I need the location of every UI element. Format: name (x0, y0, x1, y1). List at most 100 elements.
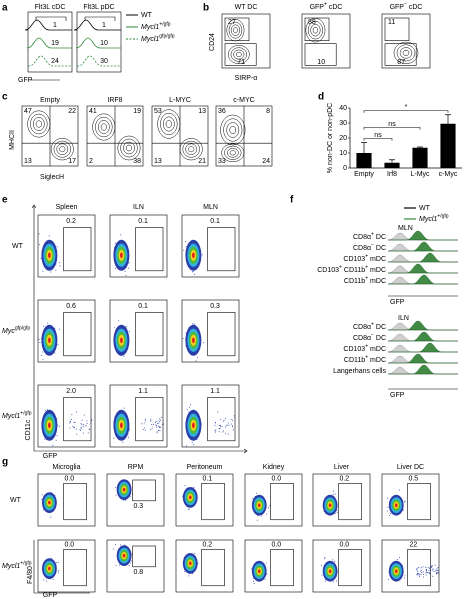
text-part: CD11b (344, 357, 365, 364)
event-dot (150, 418, 152, 420)
density (191, 337, 195, 344)
annotation: ns (388, 121, 396, 128)
text-part: Langerhans cells (333, 368, 386, 375)
event-dot (58, 425, 60, 427)
significance-bracket (363, 110, 449, 113)
bar (356, 153, 372, 168)
event-dot (398, 557, 400, 559)
event-dot (437, 572, 439, 574)
event-dot (158, 420, 160, 422)
event-dot (186, 409, 188, 411)
text-part: DC (374, 234, 386, 241)
event-dot (122, 441, 124, 443)
contour (188, 146, 195, 153)
event-dot (145, 418, 147, 420)
text-part: CD8α (353, 245, 371, 252)
event-dot (436, 570, 438, 572)
arrow-head (31, 204, 37, 209)
event-dot (386, 510, 388, 512)
event-dot (81, 419, 83, 421)
event-dot (417, 567, 419, 569)
event-dot (91, 419, 93, 421)
event-dot (86, 420, 88, 422)
event-dot (69, 422, 71, 424)
event-dot (402, 509, 404, 511)
significance-bracket (363, 127, 421, 130)
axis-label: GFP (18, 77, 33, 84)
histogram-gfp (388, 241, 458, 252)
event-dot (79, 430, 81, 432)
gate-bracket (35, 16, 67, 21)
event-dot (80, 423, 82, 425)
event-dot (185, 246, 187, 248)
gate-value: 0.1 (138, 303, 148, 310)
event-dot (334, 512, 336, 514)
event-dot (416, 574, 418, 576)
text-part: + (371, 322, 374, 328)
density (122, 487, 126, 492)
contour (182, 140, 200, 158)
error-bar (445, 114, 451, 124)
event-dot (159, 426, 161, 428)
plot-frame (312, 539, 371, 593)
y-tick-label: 0 (343, 165, 347, 172)
density (328, 503, 332, 508)
event-dot (334, 493, 336, 495)
text-part: +/gfp (20, 561, 31, 567)
gate (63, 227, 92, 272)
text-part: WT (141, 12, 153, 19)
contour (95, 116, 113, 138)
gate (132, 479, 156, 502)
row-label: CD8α− DC (353, 333, 386, 342)
event-dot (83, 414, 85, 416)
quadrant-value: 13 (154, 158, 162, 165)
event-dot (403, 501, 405, 503)
event-dot (115, 543, 117, 545)
contour (226, 19, 245, 42)
event-dot (155, 424, 157, 426)
contour (30, 113, 48, 135)
gate-value: 0.3 (133, 503, 143, 510)
contour (226, 122, 240, 138)
gate-value: 10 (100, 40, 108, 47)
quadrant-value: 13 (24, 158, 32, 165)
axis-label: SIRP-α (235, 75, 258, 82)
plot-title: L-MYC (169, 97, 191, 104)
contour (226, 148, 239, 158)
event-dot (429, 572, 431, 574)
contour (228, 21, 243, 39)
gate-value: 0.2 (202, 542, 212, 549)
event-dot (417, 570, 419, 572)
event-dot (57, 424, 59, 426)
quadrant-value: 36 (218, 108, 226, 115)
density (191, 422, 195, 429)
event-dot (321, 574, 323, 576)
event-dot (214, 422, 216, 424)
event-dot (57, 572, 59, 574)
event-dot (214, 431, 216, 433)
row-label: CD8α− DC (353, 243, 386, 252)
gate-value: 0.3 (210, 303, 220, 310)
contour (393, 41, 419, 64)
event-dot (419, 574, 421, 576)
contour (305, 18, 326, 43)
event-dot (55, 269, 57, 271)
text-part: cDC (327, 4, 343, 11)
column-title: MLN (203, 204, 218, 211)
text-part: + (365, 276, 368, 282)
y-tick-label: 40 (339, 105, 347, 112)
event-dot (159, 426, 161, 428)
event-dot (332, 493, 334, 495)
quadrant-value: 22 (68, 108, 76, 115)
event-dot (429, 573, 431, 575)
x-tick-label: Irf8 (387, 171, 397, 178)
text-part: mDC (368, 278, 386, 285)
error-bar (417, 146, 423, 148)
event-dot (73, 421, 75, 423)
density (48, 500, 51, 505)
quadrant-value: 53 (154, 108, 162, 115)
event-dot (159, 430, 161, 432)
event-dot (115, 494, 117, 496)
histogram-wt (387, 243, 458, 252)
event-dot (425, 574, 427, 576)
